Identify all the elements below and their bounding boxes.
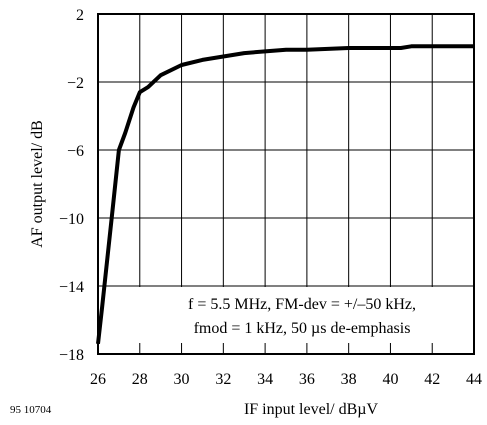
- x-tick-label: 34: [257, 371, 273, 388]
- y-tick-labels: 2 −2 −6 −10 −14 −18: [59, 7, 84, 364]
- annotation-line-1: f = 5.5 MHz, FM-dev = +/–50 kHz,: [188, 296, 416, 313]
- af-output-curve: [96, 44, 474, 345]
- y-tick-label: −6: [67, 143, 84, 160]
- x-tick-label: 26: [90, 371, 106, 388]
- x-tick-label: 44: [466, 371, 482, 388]
- y-tick-label: 2: [76, 7, 84, 24]
- x-tick-labels: 26 28 30 32 34 36 38 40 42 44: [90, 371, 482, 388]
- x-tick-label: 36: [299, 371, 315, 388]
- x-axis-title: IF input level/ dBµV: [244, 401, 379, 418]
- x-tick-label: 40: [382, 371, 398, 388]
- x-tick-label: 32: [215, 371, 231, 388]
- y-tick-label: −10: [59, 211, 84, 228]
- figure-id: 95 10704: [10, 404, 52, 416]
- plot-frame: [97, 13, 475, 355]
- annotation-background: [138, 287, 466, 343]
- y-tick-label: −14: [59, 279, 84, 296]
- y-axis-title: AF output level/ dB: [29, 120, 46, 248]
- x-tick-label: 38: [341, 371, 357, 388]
- x-tick-label: 28: [132, 371, 148, 388]
- x-tick-label: 30: [174, 371, 190, 388]
- x-tick-label: 42: [424, 371, 440, 388]
- y-tick-label: −18: [59, 347, 84, 364]
- y-tick-label: −2: [67, 75, 84, 92]
- annotation-line-2: fmod = 1 kHz, 50 µs de-emphasis: [194, 320, 411, 337]
